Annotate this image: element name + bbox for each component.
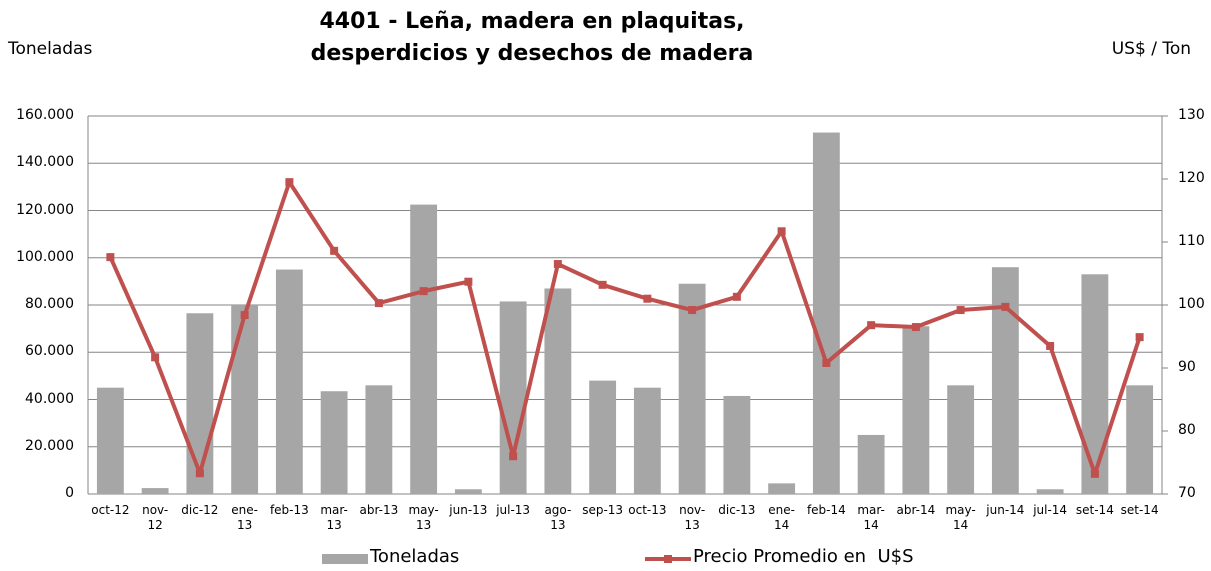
y-tick-label: 0 xyxy=(65,485,74,501)
line-marker xyxy=(419,287,428,296)
line xyxy=(108,180,1142,476)
line-marker xyxy=(195,469,204,478)
bar xyxy=(991,267,1019,494)
legend-swatch xyxy=(322,554,368,564)
bar xyxy=(320,391,348,494)
line-marker xyxy=(643,294,652,303)
y-tick-label: 40.000 xyxy=(25,390,74,407)
bar xyxy=(365,385,393,494)
line-marker xyxy=(553,260,562,269)
y2-tick-label: 110 xyxy=(1178,233,1205,249)
x-tick-label: sep-13 xyxy=(582,503,624,517)
bar xyxy=(544,288,572,494)
y-tick-label: 120.000 xyxy=(16,201,74,218)
bar xyxy=(454,489,482,494)
y2-tick-label: 120 xyxy=(1178,170,1205,186)
line-marker xyxy=(1090,469,1099,478)
y2-tick-label: 90 xyxy=(1178,359,1196,375)
x-tick-label: dic-13 xyxy=(718,503,756,517)
x-tick-label: jul-14 xyxy=(1033,503,1068,517)
x-tick-label: ago- 13 xyxy=(544,503,572,532)
x-tick-label: set-14 xyxy=(1120,503,1159,517)
x-tick-label: nov- 12 xyxy=(142,503,169,532)
bar xyxy=(186,313,214,494)
bar xyxy=(947,385,975,494)
y-tick-label: 140.000 xyxy=(16,154,74,171)
chart-title: 4401 - Leña, madera en plaquitas, desper… xyxy=(310,9,754,66)
bar xyxy=(96,387,124,494)
x-tick-label: set-14 xyxy=(1075,503,1114,517)
y-tick-label: 60.000 xyxy=(25,343,74,360)
x-tick-label: ene- 13 xyxy=(231,503,258,532)
line-marker xyxy=(688,306,697,315)
x-tick-label: jul-13 xyxy=(496,503,531,517)
x-tick-label: nov- 13 xyxy=(679,503,706,532)
bar xyxy=(633,387,661,494)
legend-label: Precio Promedio en U$S xyxy=(693,546,914,567)
x-tick-label: ene- 14 xyxy=(768,503,795,532)
line-marker xyxy=(1001,302,1010,311)
bar xyxy=(812,132,840,494)
line-marker xyxy=(911,323,920,332)
bar xyxy=(410,204,438,494)
line-marker xyxy=(464,277,473,286)
line-marker xyxy=(509,452,518,461)
x-tick-label: mar- 13 xyxy=(320,503,348,532)
line-marker xyxy=(106,253,115,262)
x-tick-label: oct-13 xyxy=(628,503,667,517)
x-tick-label: may- 13 xyxy=(408,503,439,532)
y2-tick-label: 130 xyxy=(1178,107,1205,123)
x-tick-label: feb-14 xyxy=(806,503,846,517)
y-axis-label: Toneladas xyxy=(8,39,93,59)
bar xyxy=(589,380,617,494)
y2-tick-label: 80 xyxy=(1178,422,1196,438)
y-tick-label: 100.000 xyxy=(16,248,74,265)
y2-tick-label: 100 xyxy=(1178,296,1205,312)
bar xyxy=(678,283,706,494)
line-marker xyxy=(822,358,831,367)
x-tick-label: may- 14 xyxy=(945,503,976,532)
bar xyxy=(1036,489,1064,494)
bar xyxy=(723,395,751,494)
legend-swatch-marker xyxy=(664,555,672,563)
line-marker xyxy=(777,227,786,236)
x-tick-label: dic-12 xyxy=(181,503,219,517)
x-tick-label: jun-14 xyxy=(986,503,1025,517)
bar xyxy=(141,488,169,494)
line-marker xyxy=(285,178,294,187)
line-marker xyxy=(330,246,339,255)
line-marker xyxy=(867,321,876,330)
y-tick-label: 160.000 xyxy=(16,107,74,123)
line-marker xyxy=(598,280,607,289)
legend-label: Toneladas xyxy=(370,546,460,567)
bar xyxy=(275,269,303,494)
bar xyxy=(1126,385,1154,494)
bar xyxy=(231,305,259,494)
line-marker xyxy=(374,299,383,308)
bar xyxy=(499,301,527,494)
x-tick-label: jun-13 xyxy=(449,503,488,517)
line-marker xyxy=(240,311,249,320)
line-marker xyxy=(151,353,160,362)
line-marker xyxy=(1135,333,1144,342)
bar xyxy=(1081,274,1109,494)
y2-tick-label: 70 xyxy=(1178,485,1196,501)
bar xyxy=(768,483,796,494)
x-tick-label: feb-13 xyxy=(269,503,309,517)
y2-axis-label: US$ / Ton xyxy=(1111,39,1191,59)
x-tick-label: mar- 14 xyxy=(857,503,885,532)
bar xyxy=(902,326,930,494)
line-marker xyxy=(956,306,965,315)
line-marker xyxy=(1046,341,1055,350)
x-tick-label: oct-12 xyxy=(91,503,130,517)
x-tick-label: abr-13 xyxy=(359,503,399,517)
line-marker xyxy=(732,292,741,301)
y-tick-label: 80.000 xyxy=(25,296,74,312)
bar xyxy=(857,434,885,494)
x-tick-label: abr-14 xyxy=(896,503,936,517)
y-tick-label: 20.000 xyxy=(25,437,74,454)
